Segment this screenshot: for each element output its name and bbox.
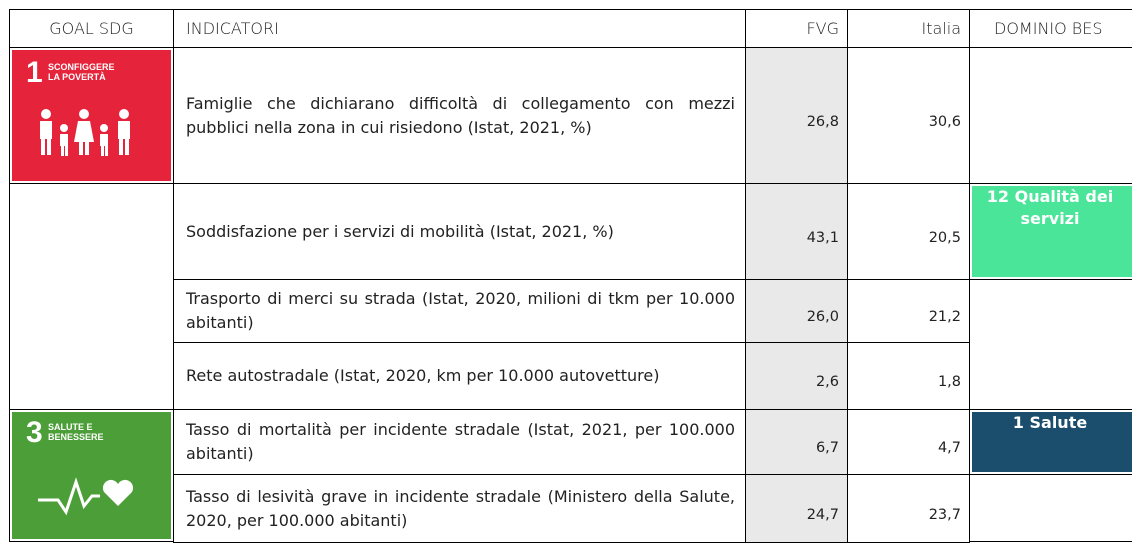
header-indicator: INDICATORI <box>173 9 746 48</box>
fvg-cell: 2,6 <box>745 342 848 410</box>
indicator-cell: Rete autostradale (Istat, 2020, km per 1… <box>173 342 746 410</box>
dominio-cell <box>969 47 1132 184</box>
dominio-cell <box>969 474 1132 542</box>
italia-cell: 1,8 <box>847 342 970 410</box>
header-goal: GOAL SDG <box>9 9 174 48</box>
people-icon <box>40 109 130 156</box>
italia-cell: 23,7 <box>847 474 970 543</box>
fvg-cell: 24,7 <box>745 474 848 543</box>
header-dominio: DOMINIO BES <box>969 9 1132 48</box>
header-italia: Italia <box>847 9 970 48</box>
fvg-cell: 6,7 <box>745 409 848 475</box>
goal-cell: 1 SCONFIGGERE LA POVERTÀ <box>9 47 174 184</box>
indicator-cell: Famiglie che dichiarano difficoltà di co… <box>173 47 746 184</box>
dominio-cell: 1 Salute <box>969 409 1132 475</box>
italia-cell: 21,2 <box>847 279 970 343</box>
dominio-number: 1 <box>1012 413 1024 432</box>
goal-cell <box>9 183 174 410</box>
dominio-cell: 12 Qualità dei servizi <box>969 183 1132 280</box>
health-icon <box>38 477 134 516</box>
indicator-cell: Tasso di mortalità per incidente stradal… <box>173 409 746 475</box>
indicator-cell: Trasporto di merci su strada (Istat, 202… <box>173 279 746 343</box>
goal-number: 3 <box>26 416 43 449</box>
fvg-cell: 26,0 <box>745 279 848 343</box>
goal-number: 1 <box>26 56 43 89</box>
fvg-cell: 26,8 <box>745 47 848 184</box>
goal-label: SCONFIGGERE LA POVERTÀ <box>48 62 115 82</box>
goal-label: SALUTE E BENESSERE <box>48 422 104 442</box>
sdg-icon: 3 SALUTE E BENESSERE <box>12 412 171 539</box>
dominio-label: Salute <box>1029 413 1088 432</box>
dominio-cell <box>969 279 1132 410</box>
italia-cell: 4,7 <box>847 409 970 475</box>
header-fvg: FVG <box>745 9 848 48</box>
italia-cell: 30,6 <box>847 47 970 184</box>
sdg-icon: 1 SCONFIGGERE LA POVERTÀ <box>12 50 171 181</box>
indicator-cell: Soddisfazione per i servizi di mobilità … <box>173 183 746 280</box>
dominio-label: Qualità dei servizi <box>1014 187 1114 228</box>
dominio-number: 12 <box>986 187 1010 206</box>
indicator-cell: Tasso di lesività grave in incidente str… <box>173 474 746 543</box>
goal-cell: 3 SALUTE E BENESSERE <box>9 409 174 542</box>
dominio-badge: 12 Qualità dei servizi <box>972 186 1132 277</box>
fvg-cell: 43,1 <box>745 183 848 280</box>
dominio-badge: 1 Salute <box>972 412 1132 472</box>
italia-cell: 20,5 <box>847 183 970 280</box>
